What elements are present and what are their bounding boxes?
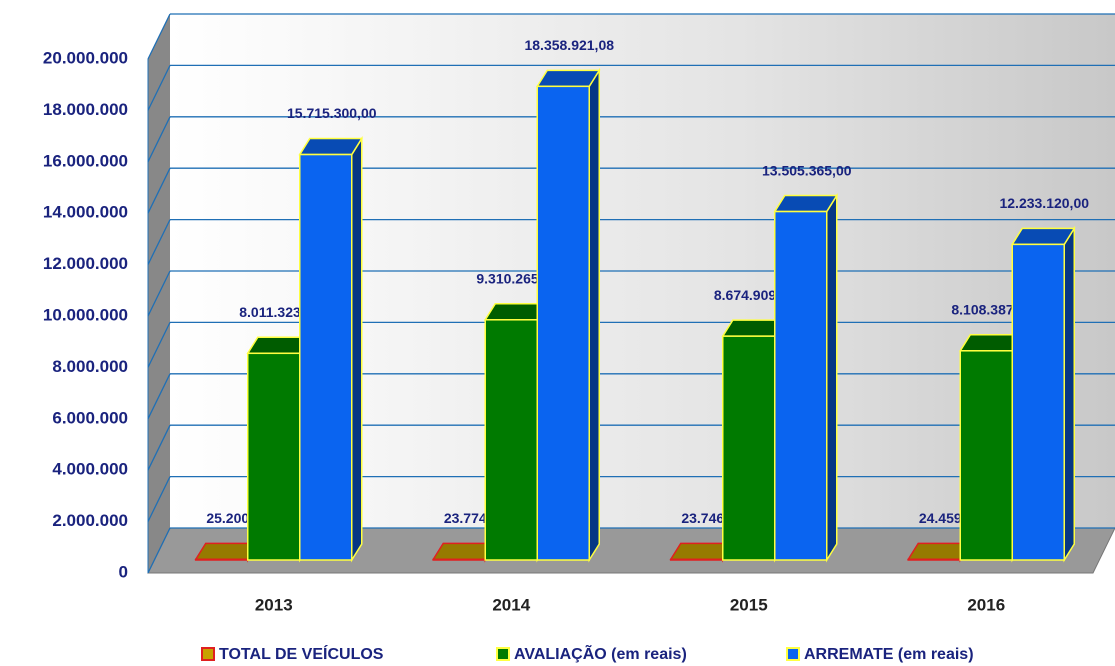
y-tick-label: 18.000.000 — [43, 100, 128, 119]
legend-swatch — [786, 647, 800, 661]
x-tick-label: 2013 — [255, 595, 293, 614]
y-tick-label: 4.000.000 — [52, 460, 128, 479]
grid-line-side — [147, 476, 171, 522]
bar-side — [1063, 225, 1075, 563]
grid-line-side — [147, 167, 171, 214]
x-tick-label: 2014 — [492, 595, 530, 614]
bar — [535, 67, 601, 563]
bar-side — [351, 135, 363, 563]
value-label: 18.358.921,08 — [524, 37, 614, 53]
bar — [298, 135, 364, 563]
bar-top — [535, 69, 601, 88]
bar-front — [536, 85, 590, 561]
legend-label: TOTAL DE VEÍCULOS — [219, 644, 384, 663]
legend-label: AVALIAÇÃO (em reais) — [514, 643, 687, 663]
grid-line-side — [147, 424, 171, 471]
grid-line-side — [147, 373, 171, 420]
bar-top — [773, 194, 839, 213]
value-label: 24.459 — [919, 510, 962, 526]
y-tick-label: 20.000.000 — [43, 48, 128, 67]
bar — [1010, 225, 1076, 563]
grid-line-side — [147, 219, 171, 265]
bar-top — [298, 137, 364, 156]
value-label: 12.233.120,00 — [999, 195, 1089, 211]
grid-line-side — [147, 116, 171, 163]
legend-swatch — [496, 647, 510, 661]
bar — [773, 192, 839, 563]
bar-front — [722, 335, 776, 561]
grid-line-side — [147, 13, 171, 60]
y-tick-label: 12.000.000 — [43, 254, 128, 273]
y-tick-label: 14.000.000 — [43, 203, 128, 222]
bar-front — [195, 558, 249, 561]
bar-front — [1011, 243, 1065, 561]
value-label: 23.746 — [681, 510, 724, 526]
bar-front — [907, 558, 961, 561]
x-tick-label: 2015 — [730, 595, 768, 614]
value-label: 15.715.300,00 — [287, 105, 377, 121]
bar-top — [1010, 227, 1076, 246]
bar-front — [247, 352, 301, 561]
y-tick-label: 10.000.000 — [43, 305, 128, 324]
grid-line-side — [147, 322, 171, 368]
legend-swatch — [201, 647, 215, 661]
legend-label: ARREMATE (em reais) — [804, 646, 974, 663]
bar-front — [299, 153, 353, 561]
bar-front — [670, 558, 724, 561]
grid-line-side — [147, 270, 171, 317]
y-tick-label: 6.000.000 — [52, 408, 128, 427]
bar-front — [774, 210, 828, 561]
bar-front — [484, 319, 538, 561]
value-label: 13.505.365,00 — [762, 162, 852, 178]
grid-line-side — [147, 65, 171, 111]
value-label: 25.200 — [206, 510, 249, 526]
y-tick-label: 2.000.000 — [52, 511, 128, 530]
value-label: 23.774 — [444, 510, 487, 526]
y-tick-label: 16.000.000 — [43, 151, 128, 170]
y-tick-label: 8.000.000 — [52, 357, 128, 376]
y-tick-label: 0 — [119, 562, 128, 581]
grid-line-side — [147, 527, 171, 574]
bar-front — [432, 558, 486, 561]
bar-front — [959, 350, 1013, 561]
bar-side — [826, 192, 838, 563]
bar-side — [588, 67, 600, 563]
x-tick-label: 2016 — [967, 595, 1005, 614]
